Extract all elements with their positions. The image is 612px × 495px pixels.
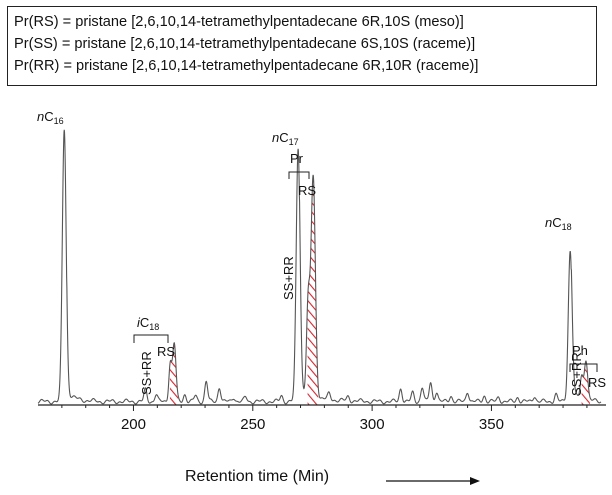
bracket-ic18: [133, 334, 169, 343]
hatched-area-ic18-rs: [169, 342, 179, 405]
legend-line-ss: Pr(SS) = pristane [2,6,10,14-tetramethyl…: [14, 36, 476, 52]
peak-label-ph-ssrr: SS+RR: [569, 352, 584, 396]
peak-label-pr-ssrr: SS+RR: [281, 256, 296, 300]
peak-label-pr: Pr: [290, 151, 304, 166]
bracket-pr: [288, 171, 310, 179]
peak-label-nc18: nC18: [545, 215, 572, 232]
peak-label-ph: Ph: [572, 343, 588, 358]
x-axis-label: Retention time (Min): [185, 468, 330, 485]
legend-line-rs: Pr(RS) = pristane [2,6,10,14-tetramethyl…: [14, 14, 464, 30]
x-tick-label-200: 200: [121, 416, 146, 433]
hatched-peak-areas: [169, 174, 590, 405]
peak-label-ph-rs: RS: [588, 375, 606, 390]
peak-label-ic18: iC18: [137, 315, 159, 332]
hatched-area-ph-rs: [581, 361, 590, 405]
x-tick-label-250: 250: [240, 416, 265, 433]
chromatogram-trace: [37, 129, 602, 405]
x-tick-label-300: 300: [360, 416, 385, 433]
arrow-head: [470, 477, 480, 485]
legend-line-rr: Pr(RR) = pristane [2,6,10,14-tetramethyl…: [14, 58, 479, 74]
hatched-area-pr-rs: [307, 174, 319, 405]
legend-box: Pr(RS) = pristane [2,6,10,14-tetramethyl…: [7, 6, 597, 86]
peak-label-nc16: nC16: [37, 109, 64, 126]
peak-label-ic18-rs: RS: [157, 344, 175, 359]
peak-label-ic18-ssrr: SS+RR: [139, 351, 154, 395]
peak-label-nc17: nC17: [272, 130, 299, 147]
peak-label-pr-rs: RS: [298, 183, 316, 198]
x-axis-ticks: 200 250 300 350: [61, 405, 588, 433]
bracket-ph: [569, 363, 598, 372]
x-tick-label-350: 350: [479, 416, 504, 433]
arrow-right-icon: [386, 477, 480, 485]
